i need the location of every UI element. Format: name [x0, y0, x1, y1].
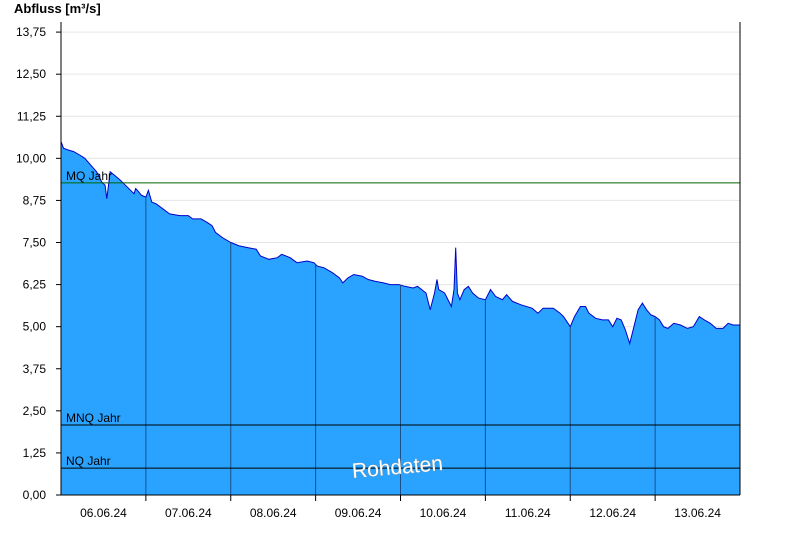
- y-tick-label: 7,50: [23, 236, 47, 250]
- x-tick-label: 07.06.24: [165, 506, 212, 520]
- x-tick-label: 09.06.24: [335, 506, 382, 520]
- y-tick-label: 11,25: [17, 109, 46, 123]
- discharge-line: [60, 141, 740, 346]
- x-tick-label: 13.06.24: [674, 506, 721, 520]
- day-divider-lines: [145, 197, 656, 495]
- reference-line-label: NQ Jahr: [66, 454, 111, 468]
- x-tick-label: 12.06.24: [589, 506, 636, 520]
- tick-labels: 0,00 1,25 2,50 3,75 5,00 6,25 7,50 8,75 10,00 11,…: [16, 25, 721, 520]
- y-tick-label: 6,25: [23, 278, 47, 292]
- y-tick-label: 2,50: [23, 404, 47, 418]
- y-tick-label: 0,00: [23, 488, 47, 502]
- y-tick-label: 10,00: [16, 151, 46, 165]
- x-tick-label: 06.06.24: [80, 506, 127, 520]
- x-tick-label: 11.06.24: [505, 506, 551, 520]
- reference-line-label: MNQ Jahr: [66, 411, 121, 425]
- y-tick-label: 13,75: [16, 25, 46, 39]
- y-tick-label: 1,25: [23, 446, 47, 460]
- y-axis-title: Abfluss [m³/s]: [14, 1, 101, 16]
- y-tick-label: 5,00: [23, 320, 47, 334]
- x-tick-label: 10.06.24: [420, 506, 467, 520]
- x-tick-label: 08.06.24: [250, 506, 297, 520]
- reference-lines: MQ Jahr MNQ Jahr NQ Jahr: [61, 169, 740, 469]
- y-tick-label: 3,75: [23, 362, 47, 376]
- y-tick-label: 8,75: [23, 193, 47, 207]
- axes: [56, 22, 741, 501]
- reference-line-label: MQ Jahr: [66, 169, 112, 183]
- y-tick-label: 12,50: [16, 67, 46, 81]
